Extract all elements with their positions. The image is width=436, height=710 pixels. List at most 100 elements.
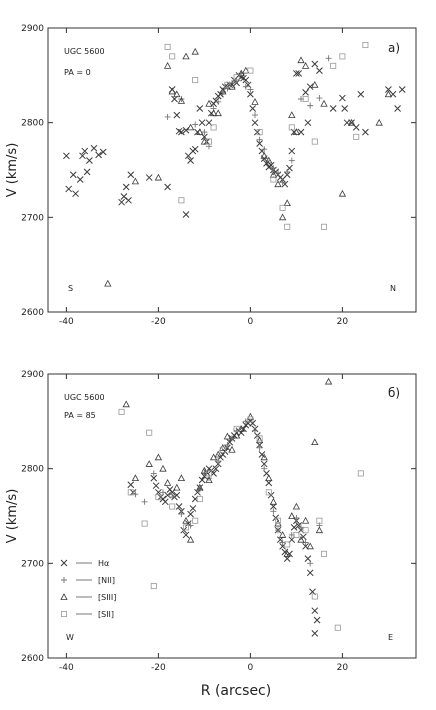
panel-b-legend: Hα [NII] [SIII] [SII] [60, 559, 116, 619]
panel-b-ticks: -40 -20 0 20 2600 2700 2800 2900 [21, 370, 416, 673]
point-siii [196, 483, 204, 491]
point-h [339, 94, 346, 102]
point-nii [261, 465, 268, 472]
point-h [249, 419, 257, 427]
point-sii [150, 583, 157, 590]
point-h [72, 190, 79, 198]
point-sii [353, 133, 360, 140]
point-siii [182, 52, 190, 60]
point-siii [384, 90, 393, 98]
point-siii [278, 213, 287, 221]
point-siii [232, 431, 241, 439]
panel-a-pa: PA = 0 [64, 68, 91, 77]
point-h [311, 607, 319, 615]
point-nii [316, 95, 323, 102]
legend-label: [SII] [98, 610, 114, 619]
point-nii [178, 511, 185, 518]
point-siii [177, 474, 186, 482]
point-sii [362, 42, 369, 49]
point-h [196, 105, 204, 112]
point-siii [306, 542, 314, 550]
y-tick-label: 2700 [21, 559, 44, 569]
panel-a-left-corner: S [68, 284, 73, 293]
point-h [127, 171, 135, 179]
point-h [249, 105, 257, 112]
panel-b-left-corner: W [66, 633, 74, 642]
point-h [122, 183, 130, 191]
point-sii [233, 425, 240, 432]
point-nii [192, 121, 199, 128]
point-siii [347, 118, 356, 126]
x-tick-label: -20 [151, 317, 166, 327]
point-siii [320, 99, 328, 107]
point-sii [169, 503, 176, 510]
point-h [120, 193, 128, 200]
point-siii [242, 66, 250, 74]
point-siii [311, 438, 319, 446]
point-h [69, 171, 77, 179]
legend-label: [NII] [98, 576, 115, 585]
point-h [398, 86, 406, 93]
point-h [145, 174, 153, 181]
point-h [81, 147, 89, 155]
point-h [362, 128, 369, 136]
point-sii [279, 204, 286, 211]
point-nii [141, 498, 148, 505]
point-h [99, 148, 107, 156]
point-sii [311, 593, 318, 600]
y-tick-label: 2800 [21, 119, 44, 129]
point-nii [215, 98, 222, 105]
point-siii [196, 128, 204, 136]
x-axis-label: R (arcsec) [201, 683, 271, 699]
point-sii [155, 494, 162, 501]
point-h [182, 531, 190, 539]
point-h [242, 76, 250, 84]
point-siii [260, 151, 268, 159]
point-nii [242, 83, 249, 90]
point-siii [283, 550, 291, 557]
point-h [175, 503, 183, 510]
point-siii [283, 199, 291, 207]
point-h [306, 83, 314, 91]
point-h [175, 127, 183, 135]
x-tick-label: 20 [337, 317, 349, 327]
legend-marker [61, 577, 67, 583]
point-h [288, 147, 296, 155]
y-tick-label: 2600 [21, 654, 44, 664]
point-sii [219, 446, 226, 453]
point-sii [320, 223, 327, 230]
legend-label: Hα [98, 559, 109, 568]
point-h [260, 460, 268, 468]
point-h [295, 70, 303, 77]
point-siii [104, 279, 112, 287]
point-sii [316, 517, 323, 524]
point-siii [182, 516, 190, 524]
point-siii [214, 109, 222, 117]
point-siii [205, 99, 213, 107]
point-siii [177, 97, 186, 104]
point-h [79, 152, 86, 160]
point-sii [302, 96, 309, 103]
point-sii [284, 541, 291, 548]
point-siii [228, 82, 236, 90]
point-sii [146, 429, 153, 436]
point-siii [265, 474, 273, 482]
point-siii [292, 502, 301, 510]
point-siii [274, 180, 282, 188]
panel-b-ylabel: V (km/s) [5, 489, 20, 544]
point-nii [252, 112, 258, 119]
point-siii [200, 466, 209, 474]
point-siii [297, 56, 305, 64]
point-siii [265, 156, 273, 164]
point-nii [307, 102, 314, 109]
point-sii [224, 81, 231, 88]
point-h [293, 70, 300, 77]
point-siii [292, 128, 301, 136]
x-tick-label: -40 [59, 317, 74, 327]
panel-b-marks [118, 377, 364, 637]
point-h [161, 498, 169, 506]
point-sii [205, 138, 212, 145]
point-h [302, 89, 309, 96]
point-siii [145, 460, 153, 467]
